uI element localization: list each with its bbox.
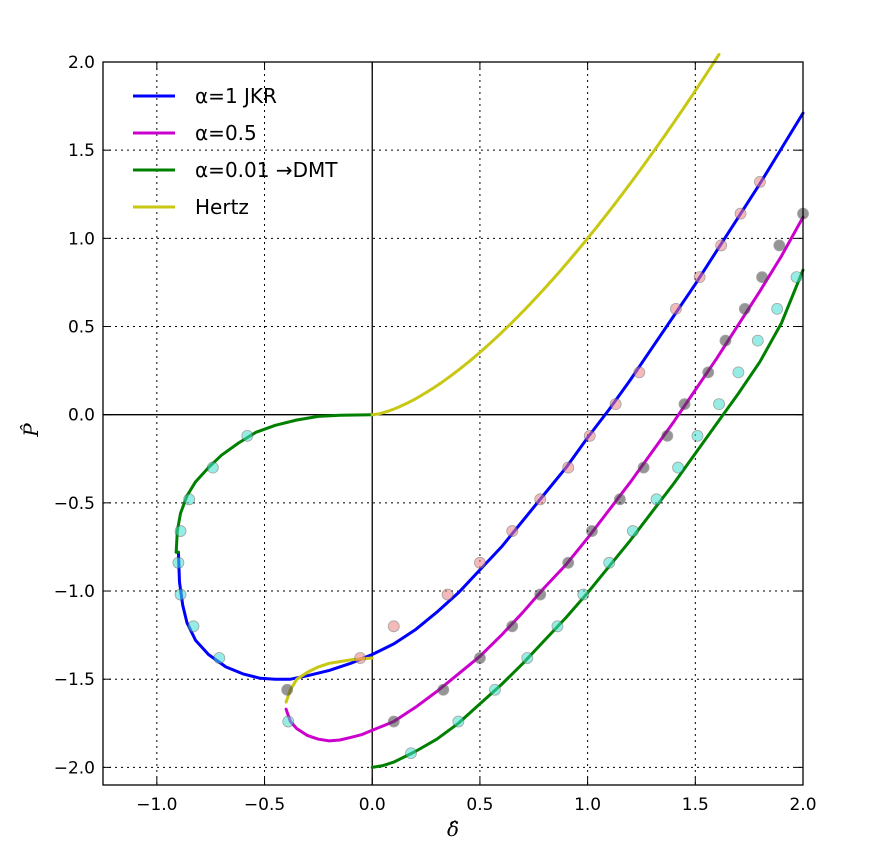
- DMT-marker: [206, 461, 219, 474]
- DMT-marker: [732, 366, 745, 379]
- alpha-0.5-marker: [637, 461, 650, 474]
- DMT-marker: [751, 334, 764, 347]
- plot-frame: [102, 61, 804, 786]
- JKR-marker: [693, 271, 706, 284]
- DMT-marker: [603, 556, 616, 569]
- x-tick-label: 0.5: [466, 795, 493, 815]
- zero-lines: [103, 62, 803, 785]
- DMT-marker: [172, 556, 185, 569]
- x-tick-label: 1.0: [574, 795, 601, 815]
- JKR-marker: [506, 525, 519, 537]
- JKR-marker: [609, 398, 622, 411]
- legend-label-alpha-0.5: α=0.5: [195, 121, 257, 145]
- JKR-marker: [734, 207, 747, 220]
- markers: [172, 176, 809, 760]
- alpha-0.5-marker: [661, 429, 674, 442]
- x-tick-label: 1.5: [682, 795, 709, 815]
- y-tick-label: −2.0: [54, 758, 95, 778]
- y-axis-label: P̂: [19, 423, 43, 438]
- DMT-marker: [626, 525, 639, 537]
- dmt-curve-lower: [370, 268, 805, 769]
- alpha-0.5-marker: [702, 366, 715, 379]
- legend: α=1 JKR α=0.5 α=0.01 →DMT Hertz: [133, 84, 338, 219]
- y-tick-label: −1.5: [54, 670, 95, 690]
- dmt-curve-upper: [174, 413, 374, 554]
- JKR-marker: [474, 556, 486, 569]
- y-tick-label: 1.0: [68, 229, 95, 249]
- y-tick-label: 2.0: [68, 53, 95, 73]
- alpha-0.5-marker: [678, 398, 691, 411]
- alpha-0.5-marker: [614, 493, 626, 506]
- DMT-marker: [691, 429, 704, 442]
- y-tick-label: 0.5: [68, 318, 95, 338]
- alpha-0.5-marker: [474, 652, 486, 664]
- JKR-marker: [562, 461, 575, 474]
- JKR-marker: [754, 176, 766, 188]
- legend-label-DMT: α=0.01 →DMT: [195, 158, 338, 182]
- JKR-marker: [534, 493, 547, 506]
- y-tick-label: 1.5: [68, 141, 95, 161]
- DMT-marker: [174, 525, 187, 537]
- x-tick-label: −1.0: [136, 795, 177, 815]
- y-tick-label: −0.5: [54, 494, 95, 514]
- DMT-marker: [672, 461, 684, 474]
- DMT-marker: [174, 588, 187, 601]
- alpha-0.5-marker: [562, 556, 575, 569]
- alpha-0.5-curve: [284, 215, 805, 743]
- JKR-marker: [354, 652, 367, 664]
- alpha-0.5-marker: [586, 525, 598, 537]
- alpha-0.5-marker: [281, 683, 294, 696]
- JKR-marker: [387, 620, 400, 633]
- x-tick-label: 0.0: [359, 795, 386, 815]
- hertz-curve: [370, 52, 721, 417]
- alpha-0.5-marker: [773, 239, 786, 252]
- x-tick-label: 2.0: [789, 795, 816, 815]
- alpha-0.5-marker: [756, 271, 768, 284]
- DMT-marker: [521, 652, 534, 664]
- alpha-0.5-marker: [738, 302, 751, 315]
- DMT-marker: [551, 620, 564, 633]
- y-tick-label: −1.0: [54, 582, 95, 602]
- DMT-marker: [241, 429, 254, 442]
- y-tick-label: 0.0: [68, 406, 95, 426]
- alpha-0.5-marker: [719, 334, 732, 347]
- tick-labels: −1.0 −0.5 0.0 0.5 1.0 1.5 2.0 2.0 1.5 1.0 0.5 0.0 −0…: [54, 53, 817, 815]
- JKR-marker: [670, 302, 682, 315]
- x-axis-label: δ̂: [447, 817, 459, 841]
- alpha-0.5-marker: [506, 620, 519, 633]
- legend-label-JKR: α=1 JKR: [195, 84, 277, 108]
- DMT-marker: [405, 747, 417, 760]
- DMT-marker: [183, 493, 196, 506]
- DMT-marker: [213, 652, 226, 664]
- x-tick-label: −0.5: [244, 795, 285, 815]
- DMT-marker: [713, 398, 725, 411]
- DMT-marker: [577, 588, 590, 601]
- ticks: [103, 61, 804, 785]
- alpha-0.5-marker: [534, 588, 547, 601]
- DMT-marker: [771, 302, 784, 315]
- JKR-marker: [441, 588, 454, 601]
- DMT-marker: [187, 620, 200, 633]
- alpha-0.5-marker: [387, 715, 400, 728]
- DMT-marker: [282, 715, 295, 728]
- DMT-marker: [790, 271, 803, 284]
- DMT-marker: [650, 493, 663, 506]
- DMT-marker: [452, 715, 465, 728]
- JKR-marker: [633, 366, 646, 379]
- legend-label-Hertz: Hertz: [195, 195, 249, 219]
- DMT-marker: [489, 683, 501, 696]
- JKR-marker: [715, 239, 728, 252]
- alpha-0.5-marker: [437, 683, 450, 696]
- grid: [103, 62, 803, 785]
- JKR-marker: [583, 429, 596, 442]
